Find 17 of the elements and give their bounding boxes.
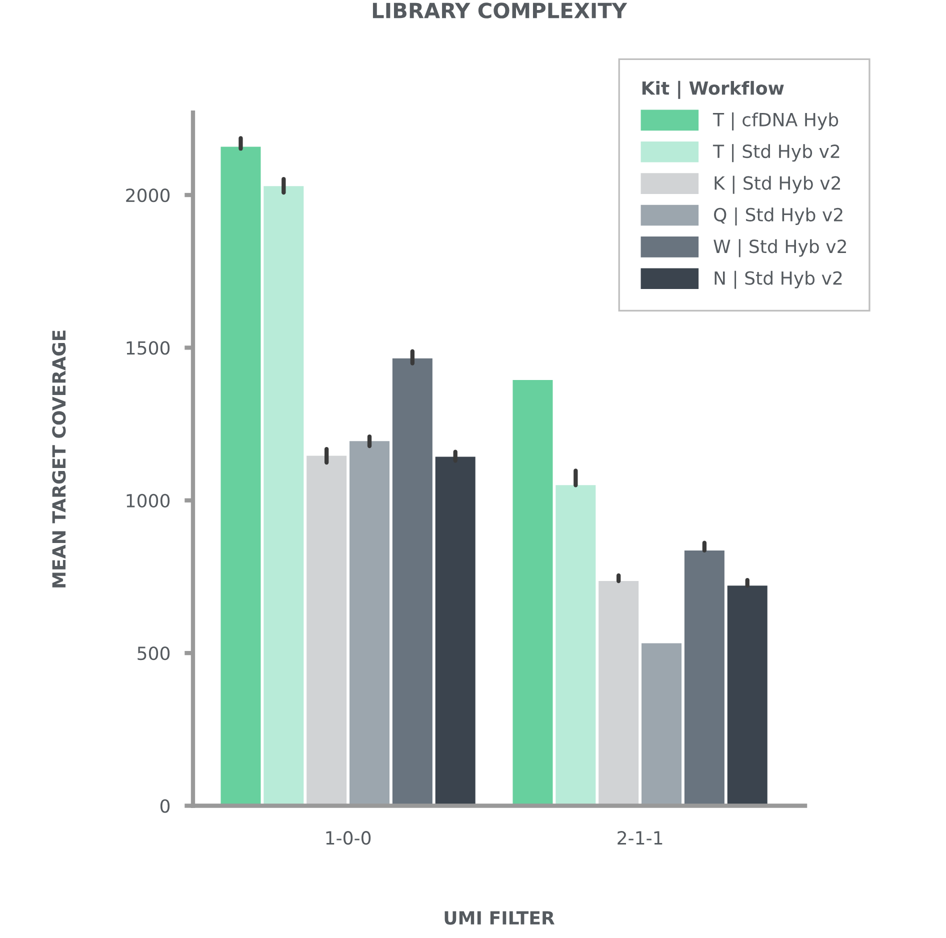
legend-label: K | Std Hyb v2 (714, 176, 840, 194)
legend-label: T | cfDNA Hyb (712, 112, 838, 130)
x-tick-label: 1-0-0 (326, 831, 371, 845)
chart-title: LIBRARY COMPLEXITY (372, 2, 628, 18)
legend-label: N | Std Hyb v2 (714, 270, 842, 289)
legend-label: Q | Std Hyb v2 (714, 207, 842, 226)
y-axis-title: MEAN TARGET COVERAGE (52, 330, 66, 588)
x-tick-label: 2-1-1 (618, 831, 662, 844)
legend-title: Kit | Workflow (642, 80, 784, 99)
y-tick-label: 2000 (126, 188, 170, 202)
y-tick-label: 0 (160, 799, 170, 813)
y-tick-label: 500 (138, 646, 170, 660)
legend-label: T | Std Hyb v2 (712, 144, 840, 162)
y-tick-label: 1000 (126, 494, 170, 508)
y-tick-label: 1500 (126, 341, 170, 355)
legend-label: W | Std Hyb v2 (714, 239, 846, 258)
x-axis-title: UMI FILTER (444, 911, 555, 925)
